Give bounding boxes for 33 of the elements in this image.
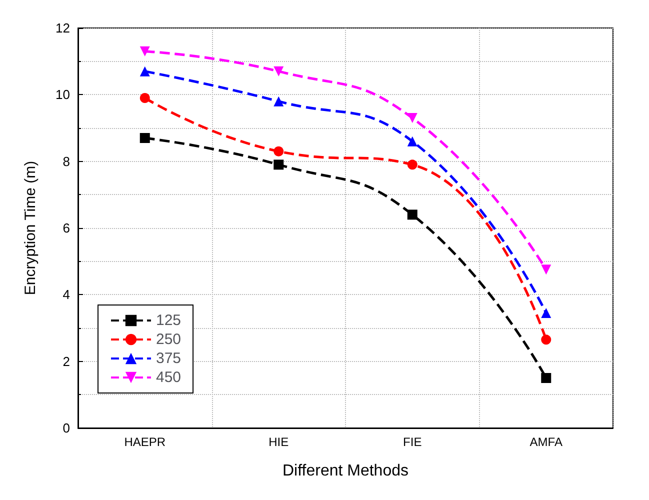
x-tick-label: FIE — [403, 435, 422, 449]
point — [274, 66, 284, 76]
point — [140, 46, 150, 56]
legend-label: 450 — [156, 369, 182, 386]
point — [407, 113, 418, 123]
y-tick-label: 8 — [62, 154, 70, 169]
y-tick-label: 10 — [56, 87, 70, 102]
x-tick-label: HIE — [268, 435, 289, 449]
point — [274, 146, 284, 156]
point — [541, 264, 552, 275]
y-tick-label: 12 — [56, 20, 70, 36]
y-tick-label: 4 — [62, 287, 70, 302]
x-axis-title: Different Methods — [282, 462, 408, 480]
y-tick-label: 0 — [62, 420, 70, 436]
y-tick-label: 2 — [62, 354, 70, 369]
x-tick-label: AMFA — [530, 435, 562, 449]
point — [274, 96, 284, 106]
point — [407, 160, 418, 170]
point — [541, 373, 552, 383]
point — [274, 160, 284, 170]
point — [541, 308, 552, 318]
point — [407, 136, 418, 146]
point — [407, 210, 418, 220]
point — [140, 133, 150, 143]
point — [140, 66, 150, 76]
y-tick-label: 6 — [62, 220, 70, 236]
legend-label: 250 — [156, 331, 182, 348]
y-axis-title: Encryption Time (m) — [22, 160, 39, 296]
x-tick-label: HAEPR — [124, 435, 166, 449]
legend-label: 375 — [156, 350, 182, 367]
legend-label: 125 — [156, 312, 182, 329]
point — [541, 334, 552, 345]
point — [140, 93, 150, 103]
